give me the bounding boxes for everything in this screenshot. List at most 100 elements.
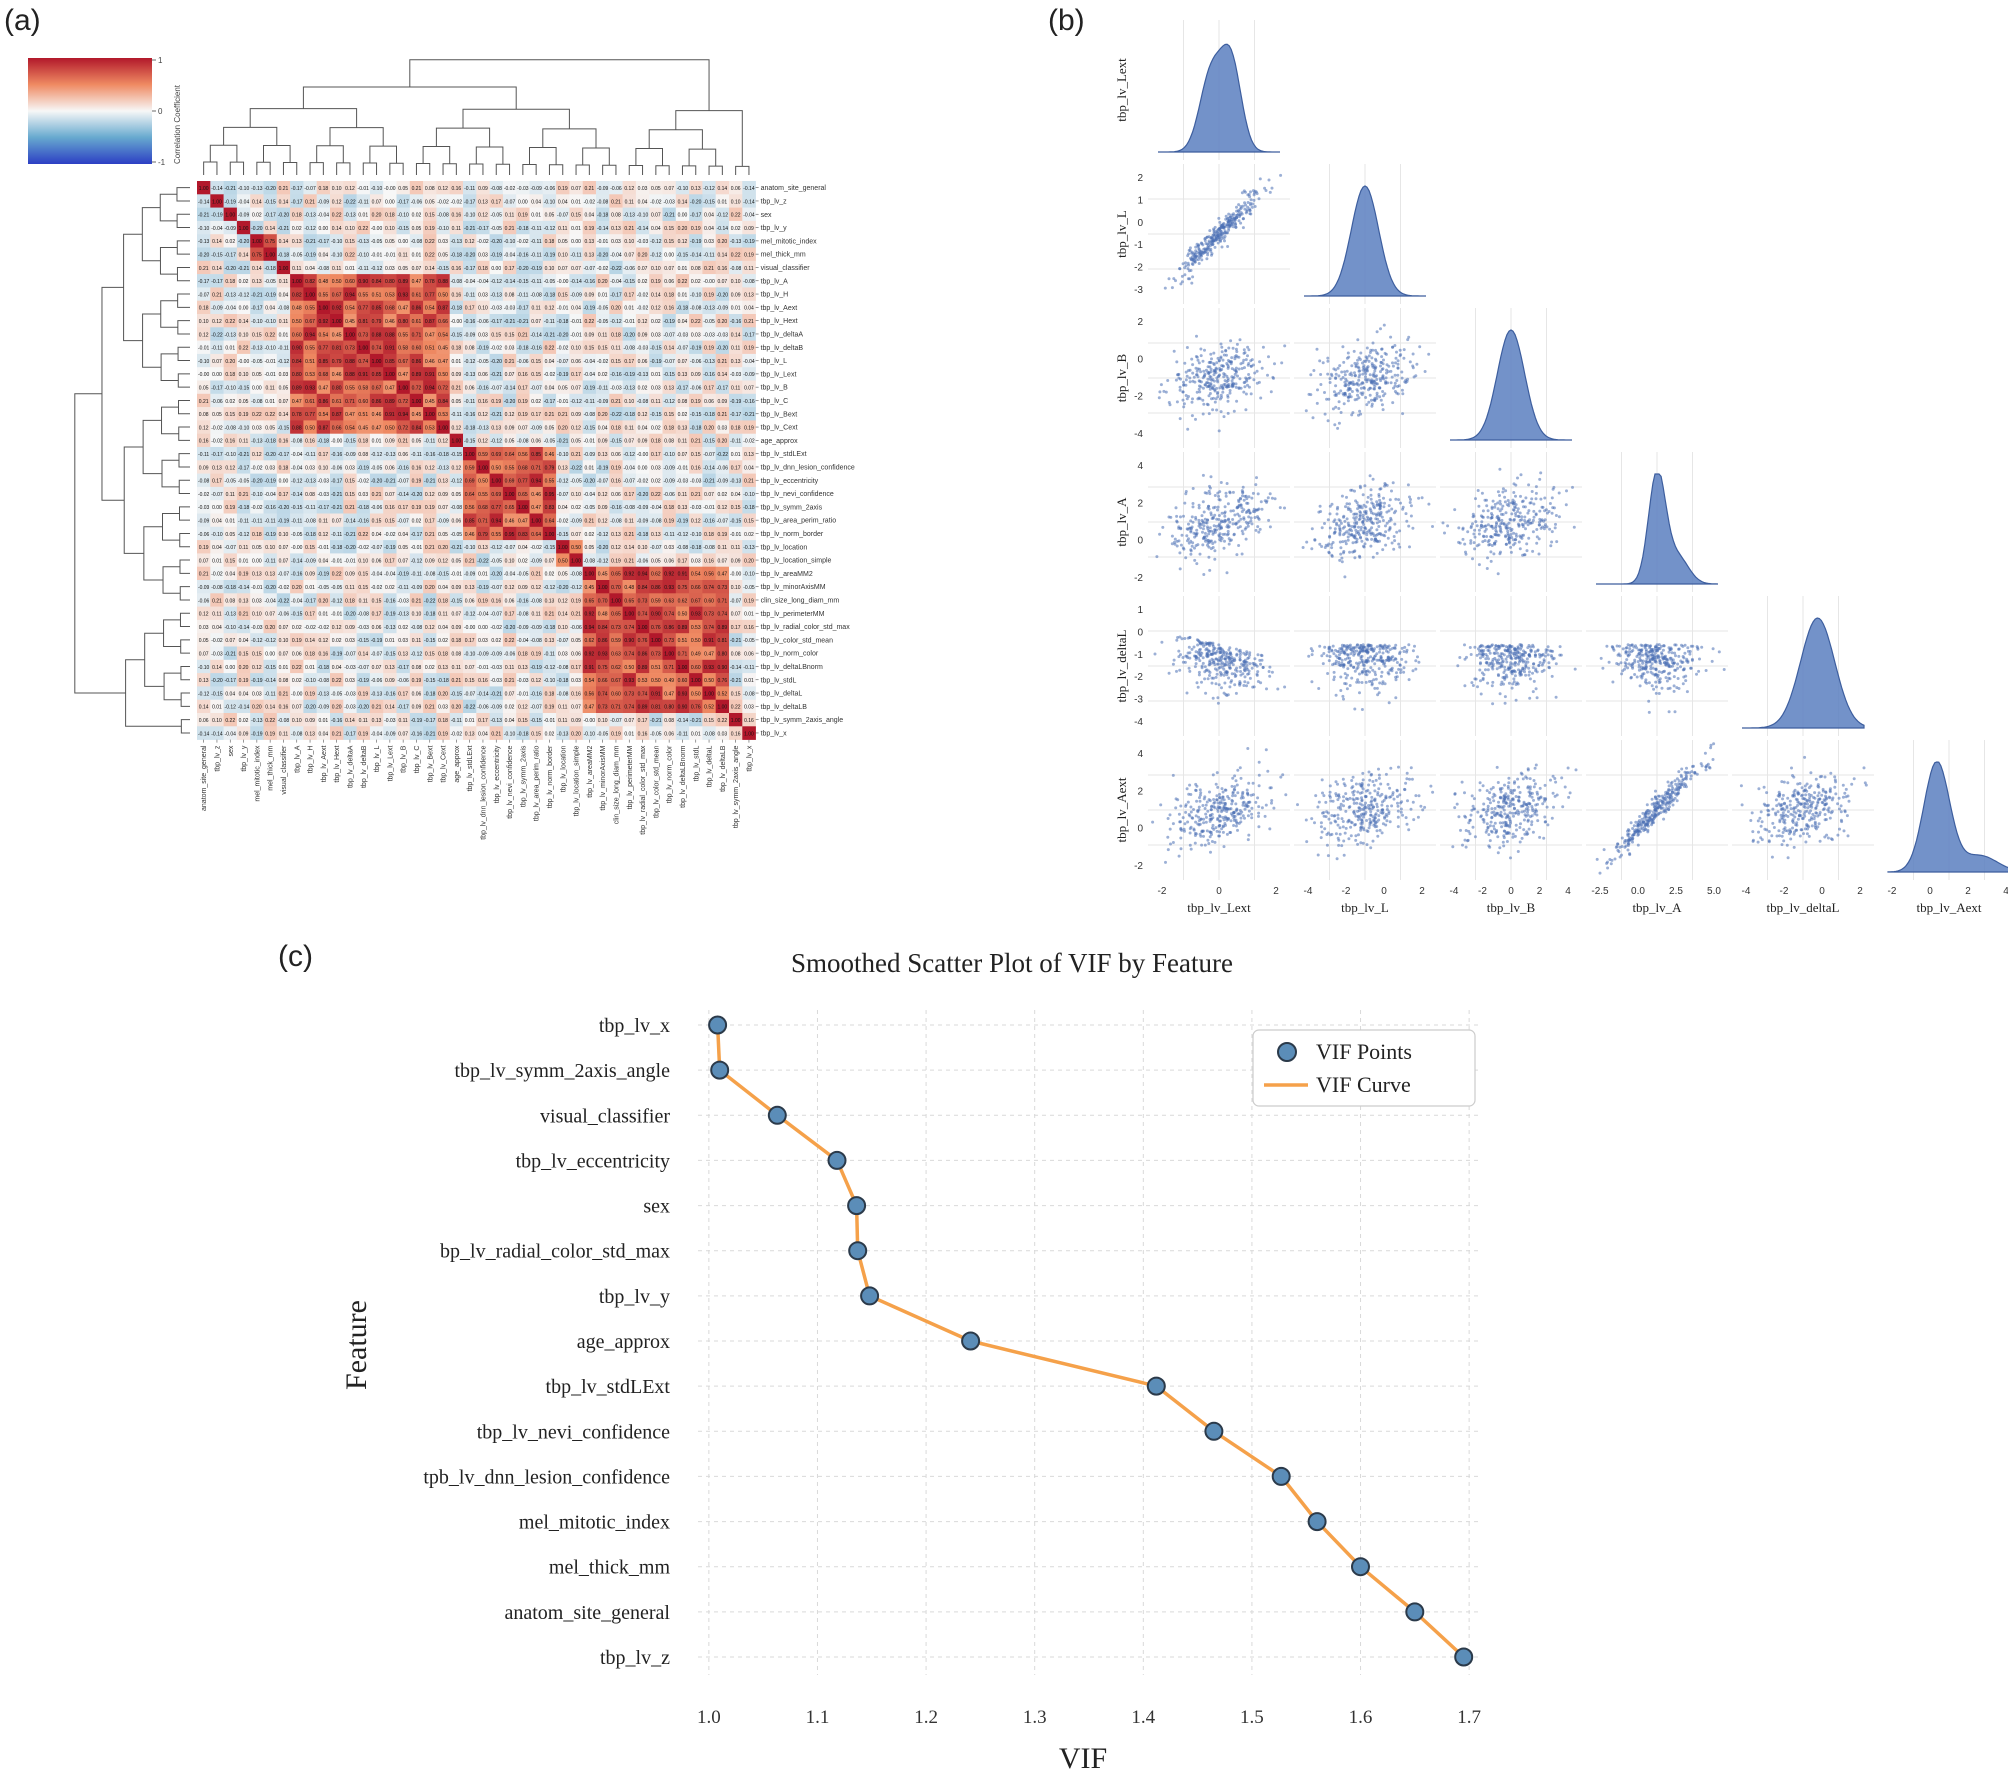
heatmap-cell-value: -0.00 <box>637 452 649 458</box>
heatmap-cell-value: 0.48 <box>292 306 302 312</box>
heatmap-cell <box>210 513 224 528</box>
heatmap-cell-value: 0.80 <box>717 652 727 658</box>
heatmap-cell-value: 0.06 <box>465 386 475 392</box>
heatmap-cell-value: -0.10 <box>544 199 556 205</box>
heatmap-cell <box>263 234 278 248</box>
heatmap-cell-value: -0.13 <box>251 186 263 192</box>
heatmap-cell-value: -0.15 <box>264 199 276 205</box>
heatmap-cell-value: 0.14 <box>332 226 342 232</box>
heatmap-cell <box>715 633 730 647</box>
heatmap-cell <box>449 274 464 288</box>
heatmap-cell-value: 0.20 <box>318 598 328 604</box>
col-label: tbp_lv_deltaB <box>361 745 368 788</box>
heatmap-cell <box>742 420 756 434</box>
heatmap-cell-value: 0.11 <box>611 346 621 352</box>
heatmap-cell-value: -0.12 <box>544 226 556 232</box>
heatmap-cell <box>556 447 570 461</box>
heatmap-cell-value: -0.01 <box>331 558 343 564</box>
heatmap-cell <box>729 486 743 501</box>
heatmap-cell <box>729 500 743 514</box>
heatmap-cell <box>409 460 424 474</box>
scatter-point <box>1375 394 1379 398</box>
heatmap-cell <box>197 234 211 248</box>
heatmap-cell-value: -0.08 <box>743 691 755 697</box>
scatter-point <box>1221 232 1225 236</box>
heatmap-cell-value: 0.86 <box>372 399 382 405</box>
heatmap-cell <box>662 367 677 381</box>
heatmap-cell-value: 0.01 <box>372 439 382 445</box>
heatmap-cell <box>303 686 317 700</box>
heatmap-cell <box>210 553 224 567</box>
heatmap-cell <box>635 486 650 501</box>
heatmap-cell-value: 0.02 <box>584 532 594 538</box>
heatmap-cell-value: 0.01 <box>691 731 701 737</box>
heatmap-cell-value: -0.06 <box>544 186 556 192</box>
scatter-point <box>1319 383 1323 386</box>
heatmap-cell-value: -0.07 <box>198 292 210 298</box>
heatmap-cell <box>316 447 331 461</box>
scatter-point <box>1400 376 1404 380</box>
scatter-point <box>1242 348 1246 352</box>
heatmap-cell-value: -0.15 <box>451 452 463 458</box>
heatmap-cell-value: -0.07 <box>491 612 503 618</box>
heatmap-cell-value: -0.02 <box>198 492 210 498</box>
heatmap-cell <box>516 553 530 567</box>
heatmap-cell-value: 0.22 <box>425 253 435 259</box>
heatmap-cell-value: -0.13 <box>304 213 316 219</box>
heatmap-cell-value: 0.91 <box>704 638 714 644</box>
heatmap-cell-value: 0.14 <box>212 665 222 671</box>
scatter-point <box>1226 220 1230 224</box>
heatmap-cell <box>542 566 557 581</box>
scatter-point <box>1249 198 1253 202</box>
dendrogram-link <box>176 187 190 202</box>
heatmap-cell-value: 1.00 <box>651 638 661 644</box>
heatmap-cell-value: -0.19 <box>743 239 755 245</box>
heatmap-cell <box>729 659 743 674</box>
scatter-point <box>1371 373 1375 377</box>
heatmap-cell-value: 0.07 <box>664 186 674 192</box>
heatmap-cell-value: 0.13 <box>558 465 568 471</box>
heatmap-cell <box>675 619 690 634</box>
heatmap-cell-value: -0.09 <box>584 452 596 458</box>
dendrogram-link <box>178 426 190 441</box>
heatmap-cell <box>210 407 224 421</box>
heatmap-cell-value: -0.18 <box>225 585 237 591</box>
heatmap-cell <box>675 473 690 488</box>
row-label: sex <box>761 212 772 219</box>
scatter-point <box>1255 508 1259 512</box>
heatmap-cell-value: 0.74 <box>624 625 634 631</box>
heatmap-cell-value: -0.21 <box>743 412 755 418</box>
scatter-point <box>1214 397 1218 401</box>
heatmap-cell <box>383 353 397 368</box>
scatter-point <box>1206 518 1210 522</box>
heatmap-cell <box>463 500 477 514</box>
scatter-point <box>1216 235 1220 239</box>
heatmap-cell <box>662 447 677 461</box>
heatmap-cell <box>742 447 756 461</box>
heatmap-cell <box>330 220 344 235</box>
heatmap-cell-value: 0.92 <box>584 652 594 658</box>
heatmap-cell <box>449 314 464 328</box>
heatmap-cell <box>675 726 690 740</box>
scatter-point <box>1225 374 1229 378</box>
heatmap-cell <box>649 526 663 541</box>
scatter-point <box>1233 218 1237 222</box>
row-label: tbp_lv_y <box>761 225 788 232</box>
heatmap-cell-value: 0.04 <box>398 532 408 538</box>
heatmap-cell <box>396 473 411 488</box>
heatmap-cell <box>276 619 291 634</box>
heatmap-cell-value: 0.21 <box>691 439 701 445</box>
scatter-point <box>1213 369 1217 373</box>
heatmap-cell <box>596 713 610 727</box>
heatmap-cell <box>263 699 278 714</box>
heatmap-cell <box>463 633 477 647</box>
heatmap-cell <box>356 686 371 700</box>
heatmap-cell-value: 0.19 <box>518 213 528 219</box>
heatmap-cell <box>290 686 304 700</box>
scatter-point <box>1203 491 1207 495</box>
heatmap-cell <box>596 234 610 248</box>
scatter-point <box>1206 253 1210 257</box>
heatmap-cell-value: 0.51 <box>678 638 688 644</box>
heatmap-cell <box>622 699 637 714</box>
heatmap-cell <box>396 194 411 208</box>
